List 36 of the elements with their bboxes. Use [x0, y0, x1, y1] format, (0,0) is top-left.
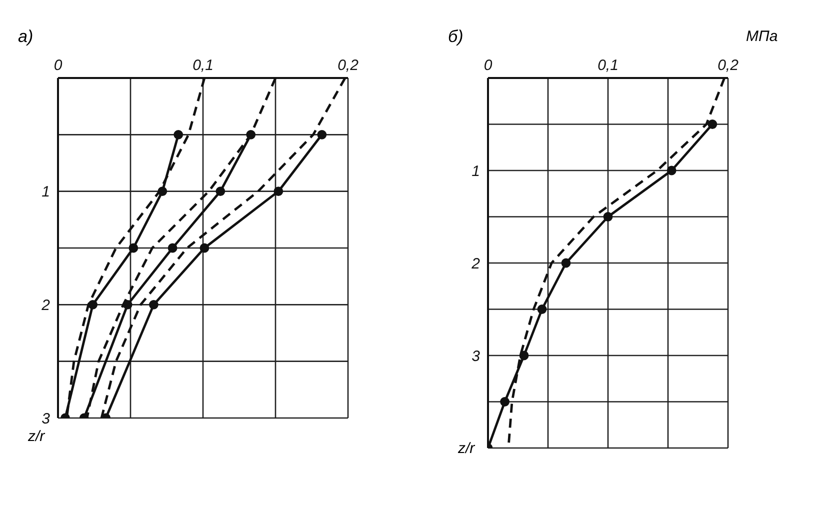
- y-tick-label: 2: [470, 255, 481, 272]
- point: [88, 300, 98, 310]
- point: [519, 350, 529, 360]
- point: [158, 186, 168, 196]
- point: [274, 186, 284, 196]
- point: [537, 304, 547, 314]
- chart-title: б): [448, 27, 464, 47]
- point: [603, 212, 613, 222]
- x-tick-label: 0,2: [338, 57, 360, 74]
- y-tick-label: 2: [40, 296, 51, 314]
- point: [122, 300, 132, 310]
- x-tick-label: 0,2: [718, 57, 740, 74]
- point: [246, 130, 256, 140]
- y-tick-label: 1: [42, 184, 50, 201]
- point: [149, 300, 158, 310]
- chart-title: а): [18, 27, 34, 47]
- point: [128, 243, 138, 253]
- point: [666, 166, 676, 176]
- y-tick-label: 1: [472, 162, 480, 180]
- x-axis-title: МПа: [746, 28, 778, 45]
- y-tick-label: 3: [42, 410, 51, 428]
- x-tick-label: 0,1: [192, 57, 214, 74]
- point: [168, 243, 178, 253]
- point: [500, 397, 510, 406]
- x-tick-label: 0: [54, 57, 63, 74]
- point: [216, 186, 226, 196]
- point: [200, 243, 210, 253]
- point: [317, 130, 327, 140]
- y-axis-title: z/r: [458, 440, 475, 457]
- y-tick-label: 3: [472, 348, 481, 365]
- x-tick-label: 0: [484, 57, 493, 74]
- y-axis-title: z/r: [28, 428, 45, 445]
- point: [561, 258, 571, 268]
- point: [174, 130, 184, 140]
- x-tick-label: 0,1: [598, 57, 618, 74]
- point: [708, 120, 718, 129]
